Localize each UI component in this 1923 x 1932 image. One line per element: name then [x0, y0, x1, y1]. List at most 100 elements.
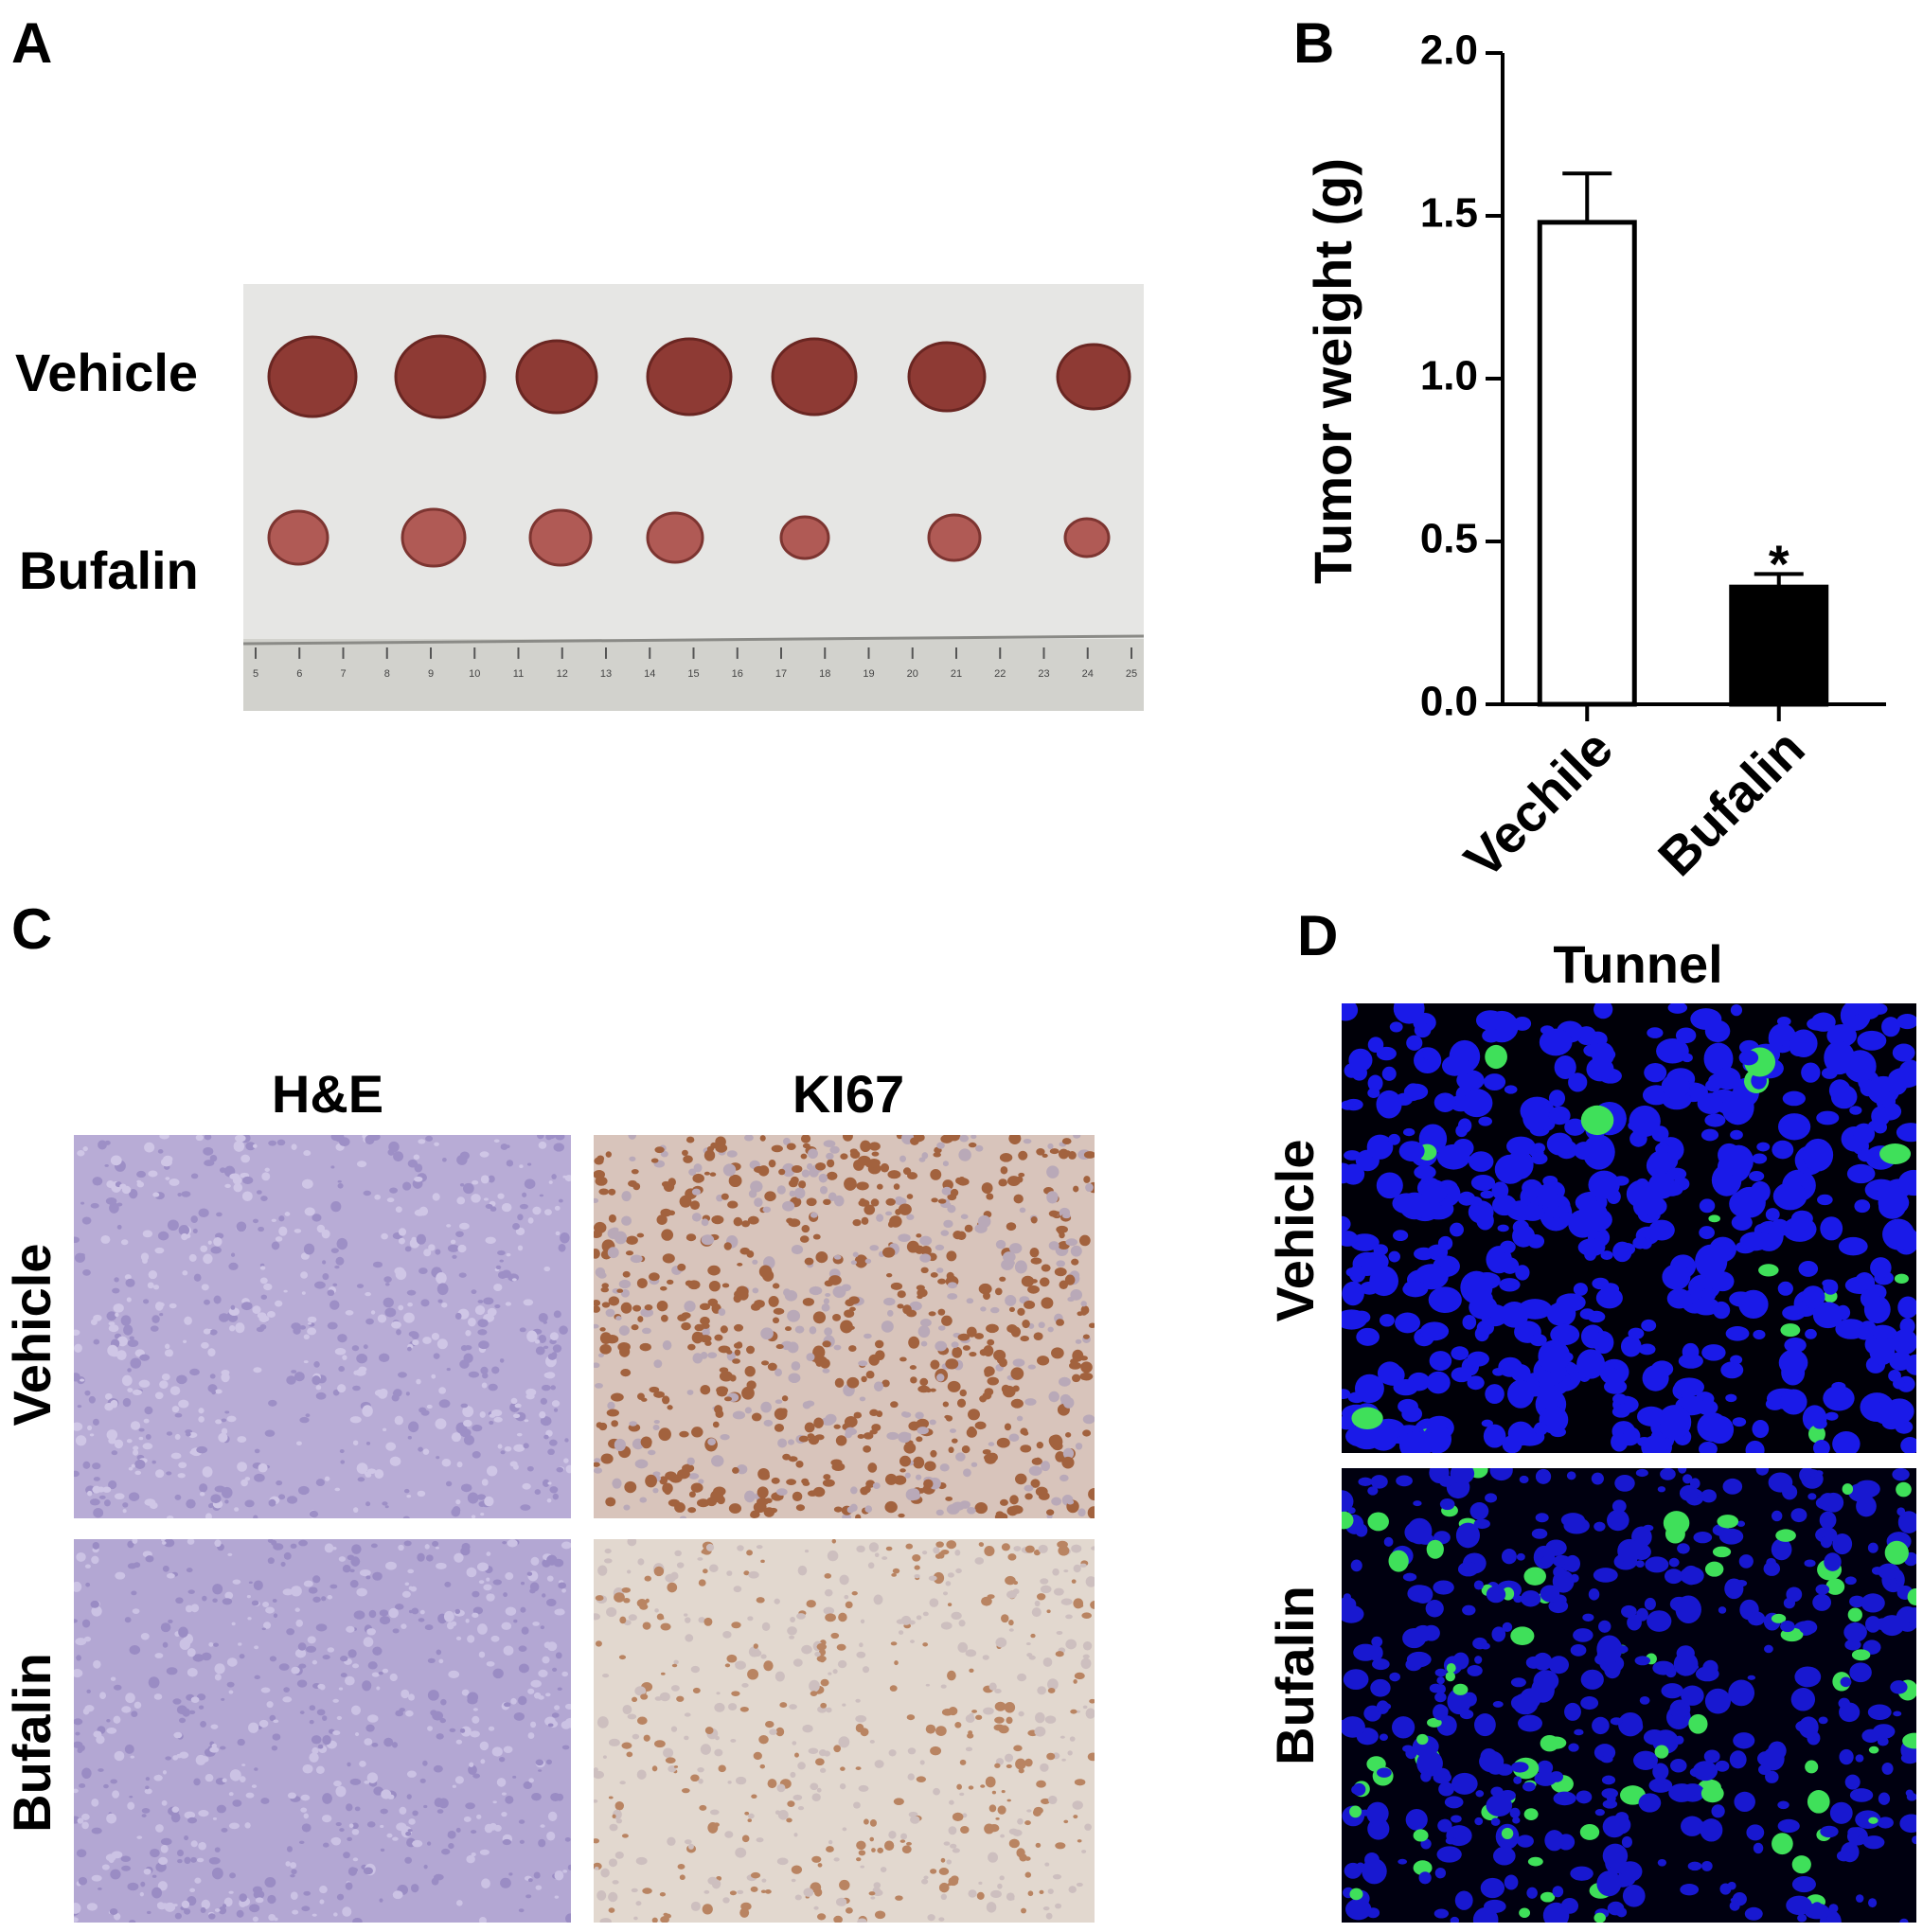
cell [1052, 1568, 1059, 1576]
cell [184, 1811, 196, 1819]
cell [189, 1368, 200, 1376]
tumor [927, 513, 982, 562]
cell [849, 1148, 858, 1155]
cell [750, 1871, 761, 1879]
cell [542, 1593, 546, 1598]
cell [255, 1897, 264, 1904]
cell [1008, 1838, 1020, 1849]
cell [392, 1890, 403, 1900]
cell [1564, 1702, 1581, 1721]
cell [334, 1487, 341, 1492]
cell [1383, 1536, 1394, 1547]
cell [1066, 1499, 1075, 1505]
cell [541, 1384, 551, 1391]
cell [610, 1392, 624, 1402]
cell [408, 1818, 416, 1825]
cell [1896, 1123, 1916, 1143]
cell [389, 1187, 398, 1194]
tumor [646, 511, 704, 564]
cell [978, 1542, 985, 1548]
cell [313, 1361, 320, 1368]
cell [595, 1595, 604, 1602]
cell [936, 1374, 945, 1382]
cell [1486, 1794, 1513, 1817]
cell [747, 1818, 752, 1822]
cell [520, 1581, 525, 1586]
cell [1695, 1666, 1719, 1682]
cell [748, 1189, 757, 1198]
cell [1728, 1679, 1755, 1707]
cell [791, 1865, 803, 1874]
cell [794, 1325, 805, 1334]
cell [1056, 1319, 1065, 1326]
cell [299, 1710, 305, 1714]
cell [521, 1626, 529, 1635]
cell [147, 1282, 154, 1289]
cell [553, 1143, 565, 1152]
cell [254, 1767, 258, 1771]
cell [823, 1750, 831, 1757]
cell [477, 1329, 488, 1336]
cell [116, 1336, 128, 1347]
cell [823, 1606, 835, 1615]
cell [916, 1615, 922, 1621]
cell [234, 1507, 240, 1512]
cell [332, 1698, 339, 1703]
cell [757, 1486, 769, 1498]
cell [290, 1586, 302, 1597]
cell [505, 1572, 514, 1581]
cell [1369, 1426, 1398, 1451]
cell [113, 1715, 121, 1724]
cell [533, 1692, 542, 1699]
cell [417, 1552, 425, 1562]
cell [804, 1422, 815, 1433]
cell [83, 1770, 88, 1775]
cell [153, 1693, 163, 1700]
cell [1799, 1620, 1818, 1635]
cell [899, 1356, 907, 1362]
cell [519, 1327, 526, 1333]
cell [846, 1506, 855, 1514]
cell [131, 1463, 135, 1468]
cell [605, 1151, 612, 1158]
cell [763, 1419, 774, 1427]
cell [753, 1643, 758, 1649]
cell [909, 1491, 921, 1500]
panel-label: A [11, 11, 52, 75]
cell [652, 1425, 660, 1430]
cell [398, 1237, 405, 1245]
cell [1777, 1113, 1811, 1141]
cell [1501, 1257, 1520, 1274]
cell [826, 1846, 834, 1852]
cell [120, 1315, 132, 1326]
cell [92, 1541, 100, 1550]
cell [76, 1551, 86, 1562]
cell [825, 1413, 837, 1425]
cell [1413, 1860, 1433, 1876]
cell [236, 1909, 244, 1918]
cell [539, 1410, 546, 1419]
cell [80, 1378, 85, 1382]
cell [1643, 1729, 1665, 1746]
cell [594, 1305, 601, 1313]
cell [830, 1632, 840, 1640]
cell [209, 1329, 218, 1336]
cell [370, 1310, 376, 1315]
cell [1047, 1687, 1056, 1693]
cell [372, 1646, 383, 1656]
cell [724, 1663, 731, 1668]
cell [172, 1698, 182, 1705]
cell [1026, 1809, 1032, 1813]
cell [127, 1801, 135, 1810]
cell [535, 1885, 543, 1890]
cell [608, 1891, 618, 1903]
cell [599, 1918, 610, 1923]
cell [703, 1617, 713, 1626]
cell [1641, 1319, 1657, 1332]
cell [956, 1398, 967, 1409]
cell [863, 1445, 872, 1453]
cell [1512, 1817, 1521, 1824]
cell [287, 1496, 298, 1504]
cell [1451, 1346, 1469, 1360]
cell [229, 1872, 237, 1879]
